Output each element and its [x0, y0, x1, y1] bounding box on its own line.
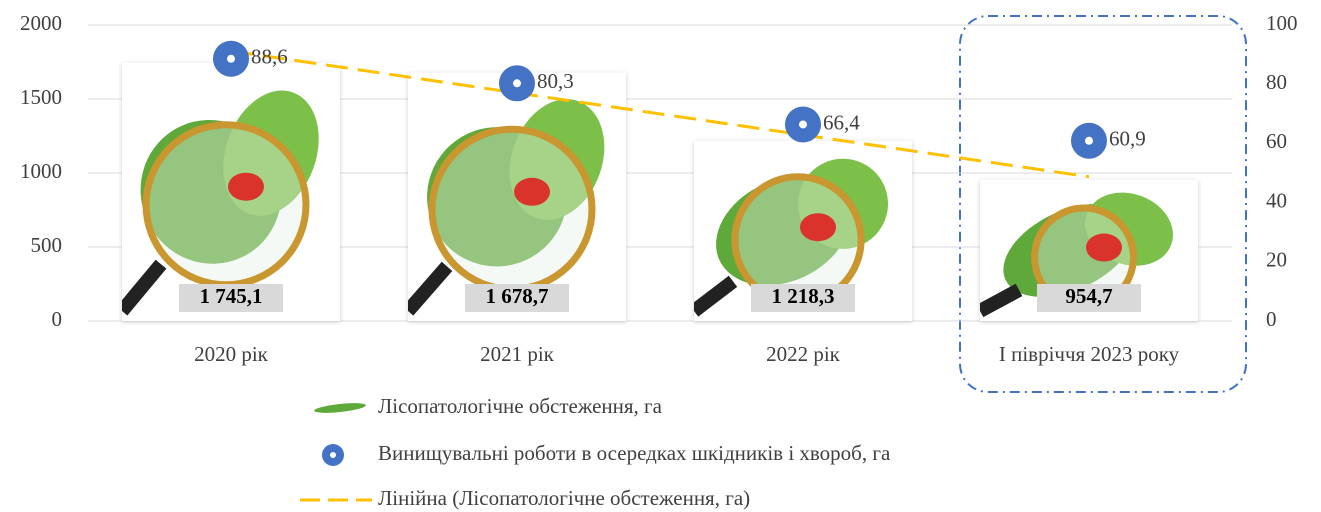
x-tick-label: І півріччя 2023 року	[999, 342, 1180, 366]
bar-illustration	[408, 99, 605, 316]
ladybug	[228, 172, 264, 201]
ladybug	[800, 213, 836, 242]
magnifier	[428, 125, 596, 293]
magnifier-handle	[408, 261, 453, 316]
point-label: 60,9	[1109, 127, 1146, 151]
x-tick-label: 2020 рік	[194, 342, 269, 366]
bar-illustration	[694, 158, 889, 317]
legend-icon	[314, 403, 366, 413]
y-tick-label: 1500	[20, 85, 62, 109]
bars: 1 745,1 1 678,7 1 218,3 954,7	[122, 62, 1198, 322]
value-label-box	[1037, 284, 1141, 312]
value-label-box	[751, 284, 855, 312]
point-inner	[1085, 136, 1093, 145]
overlay: 88,6 80,3 66,4 60,9	[213, 40, 1146, 179]
y2-tick-label: 60	[1266, 129, 1287, 153]
value-label-box	[179, 284, 283, 312]
magnifier-handle	[122, 259, 167, 316]
point-inner	[227, 54, 235, 63]
legend-label: Лінійна (Лісопатологічне обстеження, га)	[378, 486, 750, 510]
ladybug	[1086, 233, 1122, 262]
y2-tick-label: 100	[1266, 11, 1298, 35]
value-label: 954,7	[1065, 284, 1112, 308]
legend-icon	[330, 452, 336, 458]
y-tick-label: 500	[31, 233, 63, 257]
y2-tick-label: 40	[1266, 188, 1287, 212]
y-tick-label: 1000	[20, 159, 62, 183]
bar-illustration	[122, 90, 319, 316]
value-label: 1 678,7	[486, 284, 549, 308]
ladybug	[514, 177, 550, 206]
value-label-box	[465, 284, 569, 312]
point	[499, 65, 535, 102]
point-label: 66,4	[823, 110, 860, 134]
point-label: 88,6	[251, 45, 288, 69]
legend-label: Винищувальні роботи в осередках шкідникі…	[378, 441, 891, 465]
point	[1071, 122, 1107, 159]
point-label: 80,3	[537, 69, 574, 93]
point	[213, 40, 249, 77]
y2-tick-label: 0	[1266, 307, 1277, 331]
y2-tick-label: 20	[1266, 248, 1287, 272]
y-tick-label: 0	[52, 307, 63, 331]
point	[785, 106, 821, 143]
point-inner	[513, 79, 521, 88]
trendline	[230, 49, 1090, 179]
legend-label: Лісопатологічне обстеження, га	[378, 394, 663, 418]
x-tick-label: 2022 рік	[766, 342, 841, 366]
value-label: 1 745,1	[200, 284, 263, 308]
magnifier-handle	[694, 275, 738, 317]
magnifier-handle	[980, 283, 1023, 318]
y2-tick-label: 80	[1266, 70, 1287, 94]
y-tick-label: 2000	[20, 11, 62, 35]
highlight-frame	[959, 15, 1247, 393]
value-label: 1 218,3	[772, 284, 835, 308]
magnifier	[142, 121, 310, 289]
x-tick-label: 2021 рік	[480, 342, 555, 366]
point-inner	[799, 120, 807, 129]
